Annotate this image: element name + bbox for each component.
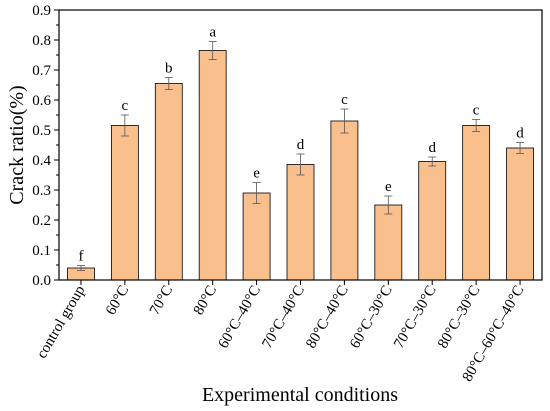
significance-label: d [297, 137, 305, 153]
bar [506, 147, 534, 281]
x-tick-label: 60°C–40°C [215, 283, 264, 351]
x-axis-title: Experimental conditions [202, 384, 398, 406]
x-tick-label: 70°C [147, 283, 176, 318]
y-tick-label: 0.8 [32, 33, 51, 49]
bar [374, 204, 403, 281]
x-tick-label: 80°C [191, 283, 220, 318]
significance-label: d [428, 140, 436, 156]
significance-labels-layer: f c b a e d c e d c d [78, 25, 524, 265]
x-tick-label: 80°C–30°C [435, 283, 484, 351]
y-tick-label: 0.9 [32, 3, 51, 19]
x-tick-label: 80°C–40°C [303, 283, 352, 351]
y-tick-label: 0.1 [32, 243, 51, 259]
y-tick-label: 0.5 [32, 123, 51, 139]
error-bars-layer [76, 41, 525, 271]
significance-label: a [209, 25, 216, 41]
x-axis: control group 60°C 70°C 80°C60°C–40°C70°C–4… [34, 280, 528, 385]
x-tick-label: control group [34, 283, 88, 361]
y-axis: 0.0 0.1 0.2 0.3 0.4 0.5 0.6 0.7 0.8 0.9 [32, 3, 59, 289]
bar [110, 125, 139, 281]
y-tick-label: 0.4 [32, 153, 51, 169]
significance-label: f [78, 249, 83, 265]
bars-layer [67, 50, 534, 281]
significance-label: e [253, 166, 260, 182]
significance-label: c [473, 103, 480, 119]
y-tick-label: 0.7 [32, 63, 51, 79]
y-tick-label: 0.6 [32, 93, 51, 109]
bar [462, 125, 491, 281]
bar [154, 83, 183, 281]
y-tick-label: 0.3 [32, 183, 51, 199]
bar [418, 161, 447, 281]
x-tick-label: 70°C–40°C [259, 283, 308, 351]
significance-label: d [516, 126, 524, 142]
bar [242, 192, 271, 281]
significance-label: c [341, 92, 348, 108]
x-tick-label: 70°C–30°C [391, 283, 440, 351]
y-tick-label: 0.2 [32, 213, 51, 229]
y-axis-title: Crack ratio(%) [6, 85, 28, 204]
bar [330, 120, 359, 281]
significance-label: b [165, 61, 173, 77]
y-tick-label: 0.0 [32, 273, 51, 289]
significance-label: c [122, 98, 129, 114]
bar [286, 164, 315, 281]
significance-label: e [385, 179, 392, 195]
x-tick-label: 60°C–30°C [347, 283, 396, 351]
x-tick-label: 60°C [103, 283, 132, 318]
bar [198, 50, 227, 281]
